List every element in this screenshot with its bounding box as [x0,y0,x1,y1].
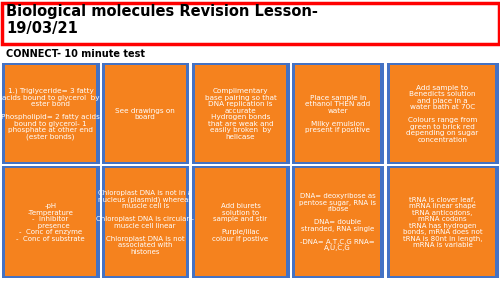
Text: Biological molecules Revision Lesson-
19/03/21: Biological molecules Revision Lesson- 19… [6,4,318,36]
FancyBboxPatch shape [195,65,286,162]
FancyBboxPatch shape [192,166,290,278]
FancyBboxPatch shape [386,166,498,278]
Text: tRNA is clover leaf,
mRNA linear shape
tRNA anticodons,
mRNA codons
tRNA has hyd: tRNA is clover leaf, mRNA linear shape t… [402,196,482,248]
Text: -pH
-Temperature
-  Inhibitor
   presence
-  Conc of enzyme
-  Conc of substrate: -pH -Temperature - Inhibitor presence - … [16,203,85,242]
FancyBboxPatch shape [295,65,380,162]
Text: Add sample to
Benedicts solution
and place in a
water bath at 70C

Colours range: Add sample to Benedicts solution and pla… [406,85,478,143]
Text: CONNECT- 10 minute test: CONNECT- 10 minute test [6,49,145,59]
FancyBboxPatch shape [292,63,384,164]
FancyBboxPatch shape [192,63,290,164]
Text: Complimentary
base pairing so that
DNA replication is
accurate
Hydrogen bonds
th: Complimentary base pairing so that DNA r… [204,88,277,140]
FancyBboxPatch shape [292,166,384,278]
FancyBboxPatch shape [2,166,100,278]
FancyBboxPatch shape [5,168,96,276]
Text: Place sample in
ethanol THEN add
water

Milky emulsion
present if positive: Place sample in ethanol THEN add water M… [305,94,370,133]
Text: Add biurets
solution to
sample and stir

Purple/lilac
colour if postive: Add biurets solution to sample and stir … [212,203,268,242]
FancyBboxPatch shape [102,166,189,278]
FancyBboxPatch shape [295,168,380,276]
Text: DNA= deoxyribose as
pentose sugar, RNA is
ribose

DNA= double
stranded, RNA sing: DNA= deoxyribose as pentose sugar, RNA i… [299,193,376,251]
FancyBboxPatch shape [386,63,498,164]
FancyBboxPatch shape [2,63,100,164]
FancyBboxPatch shape [390,168,495,276]
FancyBboxPatch shape [105,65,186,162]
Text: See drawings on
board: See drawings on board [116,108,175,120]
FancyBboxPatch shape [5,65,96,162]
FancyBboxPatch shape [390,65,495,162]
FancyBboxPatch shape [195,168,286,276]
FancyBboxPatch shape [102,63,189,164]
Text: 1.) Triglyceride= 3 fatty
acids bound to glycerol  by
ester bond

Phospholipid= : 1.) Triglyceride= 3 fatty acids bound to… [1,88,100,140]
FancyBboxPatch shape [105,168,186,276]
Text: Chloroplast DNA is not in a
nucleus (plasmid) whereas
muscle cell is

Chloroplas: Chloroplast DNA is not in a nucleus (pla… [96,190,194,255]
FancyBboxPatch shape [2,3,498,44]
